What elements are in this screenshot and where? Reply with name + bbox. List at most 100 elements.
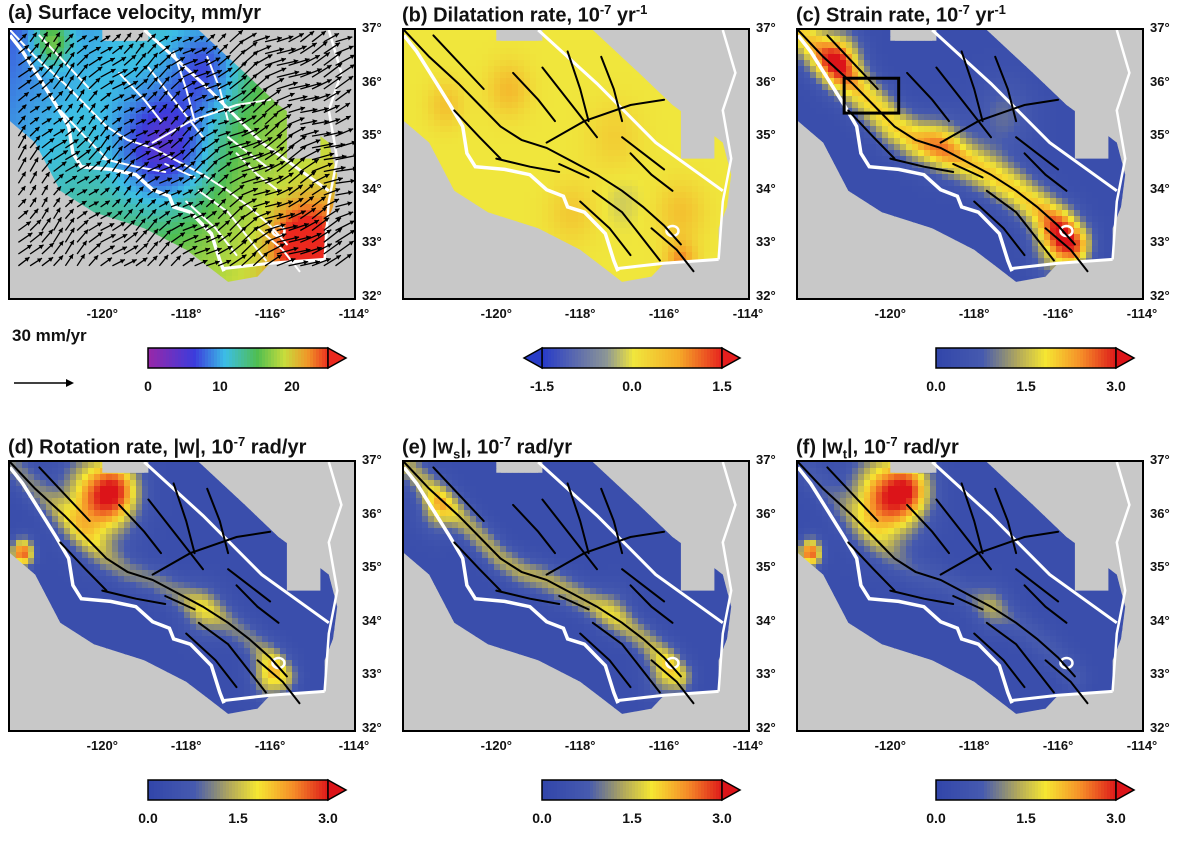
no-data-patch [106, 462, 149, 473]
velocity-arrowhead [243, 129, 249, 135]
colorado-river [717, 462, 737, 692]
velocity-arrowhead [126, 32, 132, 38]
velocity-arrowhead [340, 165, 346, 171]
latitude-label: 36° [1150, 73, 1170, 89]
fault-line [545, 98, 666, 144]
velocity-arrowhead [324, 174, 330, 179]
velocity-arrowhead [335, 188, 341, 193]
velocity-arrowhead [69, 240, 74, 246]
velocity-arrowhead [21, 33, 27, 39]
velocity-arrowhead [204, 59, 210, 64]
velocity-arrowhead [49, 138, 55, 143]
velocity-arrowhead [241, 117, 246, 123]
colorbar-tick-label: 1.5 [1016, 810, 1036, 826]
velocity-arrowhead [214, 222, 220, 227]
velocity-vectors [17, 30, 354, 267]
velocity-arrowhead [190, 147, 195, 153]
velocity-arrowhead [132, 232, 138, 237]
no-data-patch [894, 462, 937, 473]
velocity-arrowhead [69, 208, 74, 214]
velocity-arrowhead [31, 185, 36, 191]
velocity-arrowhead [212, 160, 218, 165]
title-units: yr [611, 4, 636, 27]
map-svg [10, 462, 343, 714]
velocity-arrowhead [205, 235, 211, 241]
fault-line [172, 482, 196, 555]
fault-line [566, 50, 590, 123]
velocity-arrowhead [58, 255, 64, 261]
fault-line [600, 55, 624, 123]
velocity-arrowhead [126, 198, 131, 204]
velocity-arrowhead [97, 66, 103, 72]
velocity-arrowhead [117, 127, 122, 132]
velocity-arrowhead [80, 254, 85, 260]
velocity-arrowhead [326, 79, 332, 84]
velocity-arrowhead [105, 145, 111, 151]
velocity-arrowhead [255, 176, 261, 181]
title-text: (b) Dilatation rate, 10 [402, 4, 600, 27]
fault-line [1015, 136, 1060, 171]
velocity-arrowhead [227, 246, 233, 251]
velocity-arrowhead [189, 213, 195, 218]
colorbar-tick-label: 3.0 [712, 810, 732, 826]
velocity-arrowhead [239, 185, 245, 190]
velocity-arrowhead [336, 240, 342, 246]
velocity-arrowhead [188, 202, 194, 207]
velocity-arrowhead [267, 229, 273, 234]
velocity-arrowhead [326, 229, 332, 235]
velocity-arrowhead [176, 190, 182, 195]
colorbar-tick-label: 0.0 [926, 378, 946, 394]
velocity-arrowhead [109, 80, 115, 85]
fault-line [960, 50, 984, 123]
velocity-arrowhead [129, 107, 135, 112]
velocity-arrowhead [105, 35, 111, 41]
no-data-patch [680, 105, 715, 159]
velocity-arrowhead [327, 162, 333, 168]
fault-line [495, 589, 561, 605]
velocity-arrowhead [274, 123, 280, 129]
velocity-arrowhead [237, 195, 243, 201]
velocity-arrowhead [298, 198, 304, 203]
velocity-arrowhead [119, 94, 125, 99]
velocity-arrowhead [334, 105, 340, 110]
velocity-arrowhead [107, 257, 113, 263]
latitude-label: 32° [1150, 288, 1170, 303]
velocity-arrowhead [321, 206, 327, 212]
velocity-arrowhead [173, 115, 179, 121]
fault-line [151, 530, 272, 576]
velocity-arrowhead [201, 212, 207, 218]
velocity-arrowhead [334, 198, 340, 204]
velocity-arrowhead [68, 199, 74, 205]
velocity-arrowhead [169, 152, 175, 157]
latitude-label: 33° [362, 234, 382, 250]
panel-c: (c) Strain rate, 10-7 yr-1 37° 36° 35° 34° 33… [788, 0, 1182, 432]
velocity-arrowhead [103, 125, 109, 131]
map-frame [8, 28, 356, 300]
velocity-arrowhead [200, 136, 206, 142]
map-frame [796, 460, 1144, 732]
velocity-arrowhead [226, 232, 232, 237]
velocity-arrowhead [138, 198, 143, 204]
velocity-arrowhead [32, 32, 37, 38]
map-svg [798, 462, 1131, 714]
velocity-arrowhead [47, 92, 53, 98]
velocity-arrowhead [223, 44, 228, 49]
velocity-arrowhead [223, 174, 229, 180]
velocity-arrowhead [325, 257, 331, 263]
no-data-patch [286, 537, 321, 591]
title-text: |, 10 [460, 436, 500, 459]
fault-line [206, 487, 230, 555]
velocity-arrowhead [82, 189, 88, 194]
velocity-arrowhead [279, 243, 285, 248]
velocity-arrowhead [200, 159, 206, 165]
velocity-arrowhead [97, 232, 103, 237]
velocity-arrowhead [46, 106, 52, 111]
velocity-arrowhead [38, 244, 44, 250]
velocity-arrowhead [117, 136, 123, 141]
velocity-arrowhead [297, 184, 303, 190]
velocity-arrowhead [326, 65, 332, 70]
velocity-arrowhead [216, 82, 222, 88]
velocity-arrowhead [153, 63, 159, 69]
fault-line [59, 109, 108, 160]
velocity-arrowhead [185, 116, 191, 121]
